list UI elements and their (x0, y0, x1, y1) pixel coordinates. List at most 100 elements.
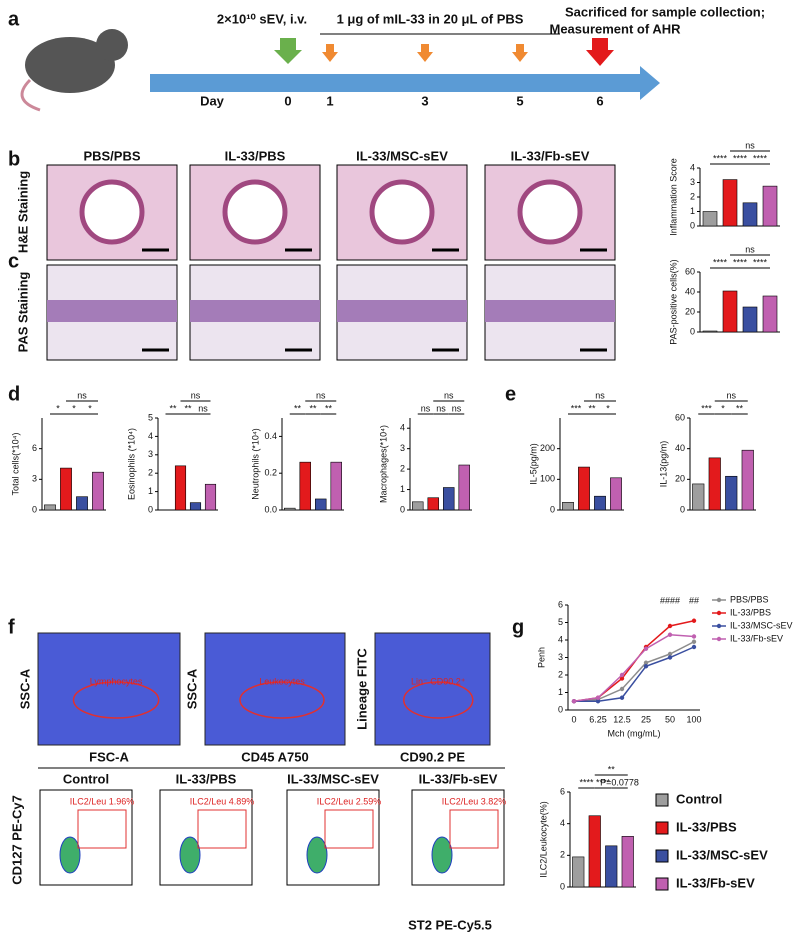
day: 1 (326, 93, 333, 108)
gate-label: Leukocytes (259, 676, 305, 686)
bar (762, 185, 778, 227)
contour (431, 836, 453, 874)
contour-plot (411, 789, 505, 886)
sig-label: *** (701, 403, 712, 413)
flow-plot (37, 632, 181, 746)
y-label: Total cells(*10⁴) (10, 433, 20, 496)
point (643, 664, 649, 669)
bar (443, 487, 455, 511)
ilc2-gate-label: ILC2/Leu 2.59% (317, 796, 382, 806)
y-tick-label: 40 (675, 443, 685, 453)
sig-label: ns (444, 390, 454, 400)
flow-gate (403, 681, 474, 719)
mouse-head (96, 29, 128, 61)
bar (722, 290, 738, 333)
x-tick-label: 12.5 (613, 714, 631, 724)
point (619, 676, 625, 681)
legend-marker (716, 610, 722, 616)
gate-label: Lin⁻ CD90.2⁺ (411, 676, 466, 686)
airway (79, 179, 145, 245)
sig-label: ns (745, 244, 755, 254)
sig-label: ** (169, 403, 177, 413)
bar (594, 495, 606, 511)
sig-label: **** (713, 153, 728, 163)
bar (412, 501, 424, 511)
legend-label: IL-33/MSC-sEV (676, 847, 768, 862)
y-tick-label: 5 (148, 412, 153, 422)
x-tick-label: 50 (665, 714, 675, 724)
flow-gate (72, 681, 160, 719)
timeline-text: Measurement of AHR (550, 21, 682, 36)
point (595, 695, 601, 700)
sig-label: **** (713, 257, 728, 267)
bar (621, 836, 634, 888)
flow-plot (374, 632, 491, 746)
ilc2-gate (77, 809, 127, 849)
y-tick-label: 0.4 (264, 431, 277, 441)
sig-label: #### (660, 595, 680, 605)
y-label: PAS-positive cells(%) (668, 259, 678, 344)
sig-label: ns (726, 390, 736, 400)
y-tick-label: 2 (690, 191, 695, 201)
panel-letter: d (8, 383, 20, 405)
legend-label: IL-33/Fb-sEV (676, 875, 755, 890)
point (691, 634, 697, 639)
series-line (573, 641, 695, 702)
y-label: Neutrophils (*10⁴) (250, 428, 260, 499)
bar (702, 211, 718, 227)
flow-x-label: FSC-A (89, 749, 129, 764)
sig-label: *** (571, 403, 582, 413)
airway (222, 179, 288, 245)
flow-y-label: CD127 PE-Cy7 (9, 795, 24, 885)
contour (306, 836, 328, 874)
legend-marker (716, 597, 722, 603)
y-tick-label: 0 (690, 326, 695, 336)
legend-swatch (655, 821, 669, 835)
y-label: Penh (536, 647, 546, 668)
legend-swatch (655, 877, 669, 891)
point (691, 618, 697, 623)
sig-label: ns (452, 403, 462, 413)
panel-letter: a (8, 8, 20, 30)
legend-label: IL-33/PBS (730, 607, 771, 617)
y-label: Inflammation Score (668, 158, 678, 236)
epithelium (485, 300, 615, 322)
panel-letter: e (505, 383, 516, 405)
y-tick-label: 2 (400, 463, 405, 473)
point (619, 695, 625, 700)
legend-marker (716, 636, 722, 642)
sig-label: ** (608, 764, 616, 774)
y-tick-label: 4 (560, 818, 565, 828)
y-tick-label: 0 (690, 220, 695, 230)
sig-label: * (606, 403, 610, 413)
bar (725, 475, 738, 511)
y-tick-label: 3 (558, 652, 563, 662)
legend-label: PBS/PBS (730, 594, 769, 604)
sig-label: ## (689, 595, 699, 605)
flow-gate (239, 681, 325, 719)
gate-label: Lymphocytes (90, 676, 143, 686)
flow-y-label: SSC-A (17, 668, 32, 709)
bar (610, 477, 622, 511)
end-arrow (586, 38, 614, 66)
y-tick-label: 4 (690, 162, 695, 172)
point (667, 655, 673, 660)
flow-y-label: SSC-A (184, 668, 199, 709)
flow-x-label: CD45 A750 (241, 749, 308, 764)
bar (762, 295, 778, 333)
y-tick-label: 20 (675, 474, 685, 484)
ilc2-gate-label: ILC2/Leu 1.96% (70, 796, 135, 806)
bar (702, 330, 718, 333)
x-tick-label: 100 (686, 714, 701, 724)
bar (588, 815, 601, 888)
sig-label: ns (191, 390, 201, 400)
sig-label: ** (588, 403, 596, 413)
y-tick-label: 4 (558, 634, 563, 644)
ilc2-gate (324, 809, 374, 849)
panel-letter: g (512, 616, 524, 638)
point (571, 699, 577, 704)
epithelium (190, 300, 320, 322)
day: 3 (421, 93, 428, 108)
panel-letter: f (8, 616, 15, 638)
timeline-text: 2×10¹⁰ sEV, i.v. (217, 11, 307, 26)
